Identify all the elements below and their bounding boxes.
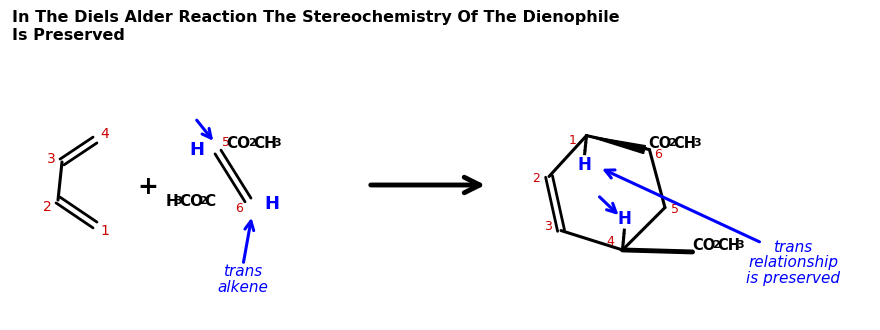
Text: H: H bbox=[264, 195, 279, 213]
Text: 4: 4 bbox=[100, 127, 109, 141]
Text: C: C bbox=[204, 194, 215, 210]
Text: is preserved: is preserved bbox=[746, 271, 840, 285]
Text: 4: 4 bbox=[606, 236, 614, 248]
Text: CO: CO bbox=[226, 137, 250, 151]
Text: CH: CH bbox=[717, 239, 741, 253]
Text: 5: 5 bbox=[222, 137, 230, 149]
Text: 1: 1 bbox=[100, 224, 109, 238]
Polygon shape bbox=[586, 136, 645, 153]
Text: '': '' bbox=[642, 146, 649, 159]
Text: 3: 3 bbox=[544, 220, 552, 233]
Text: 3: 3 bbox=[174, 196, 181, 206]
Text: 1: 1 bbox=[568, 134, 576, 147]
Text: CO: CO bbox=[649, 136, 671, 151]
Text: 3: 3 bbox=[693, 138, 701, 148]
Text: 2: 2 bbox=[669, 138, 676, 148]
Text: 2: 2 bbox=[713, 240, 720, 250]
Text: 5: 5 bbox=[671, 203, 679, 216]
Text: 6: 6 bbox=[655, 148, 663, 161]
Text: In The Diels Alder Reaction The Stereochemistry Of The Dienophile: In The Diels Alder Reaction The Stereoch… bbox=[12, 10, 620, 25]
Text: CH: CH bbox=[673, 136, 696, 151]
Text: 3: 3 bbox=[273, 138, 281, 148]
Text: alkene: alkene bbox=[217, 280, 268, 294]
Text: CO: CO bbox=[693, 239, 715, 253]
Text: 2: 2 bbox=[532, 172, 540, 185]
Text: 3: 3 bbox=[737, 240, 744, 250]
Text: 3: 3 bbox=[47, 152, 55, 166]
Text: H: H bbox=[189, 141, 204, 159]
Text: 2: 2 bbox=[248, 138, 256, 148]
Text: 2: 2 bbox=[199, 196, 207, 206]
Text: trans: trans bbox=[774, 241, 812, 255]
Text: Is Preserved: Is Preserved bbox=[12, 28, 125, 43]
Text: trans: trans bbox=[224, 265, 262, 280]
Text: H: H bbox=[166, 194, 179, 210]
Text: CO: CO bbox=[179, 194, 203, 210]
Text: 6: 6 bbox=[235, 203, 243, 215]
Text: CH: CH bbox=[253, 137, 277, 151]
Text: H: H bbox=[577, 156, 591, 174]
Text: 2: 2 bbox=[42, 200, 51, 214]
Text: H: H bbox=[618, 210, 632, 228]
Text: relationship: relationship bbox=[748, 255, 838, 271]
Text: +: + bbox=[137, 175, 158, 199]
